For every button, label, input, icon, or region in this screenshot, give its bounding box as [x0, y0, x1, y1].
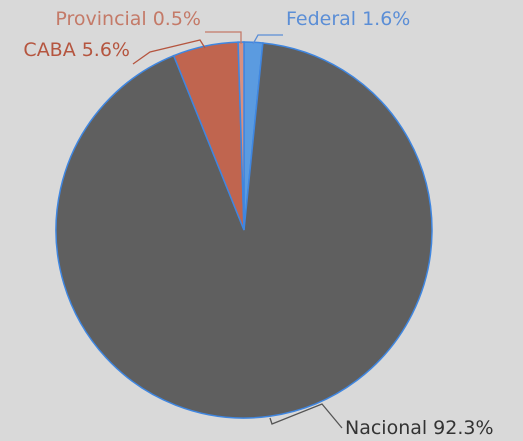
value-label: 5.6%: [82, 39, 130, 61]
slice-label: Nacional 92.3%: [345, 417, 494, 439]
slice-label: CABA 5.6%: [23, 39, 130, 61]
category-name: Provincial: [55, 8, 146, 30]
category-name: Federal: [286, 8, 356, 30]
slice-label: Provincial 0.5%: [55, 8, 201, 30]
value-label: 92.3%: [433, 417, 493, 439]
pie-slice: [55, 42, 433, 419]
leader-lines: [132, 31, 343, 429]
leader-line: [252, 34, 283, 45]
value-label: 1.6%: [362, 8, 410, 30]
category-name: Nacional: [345, 417, 427, 439]
leader-line: [269, 403, 343, 429]
slice-label: Federal 1.6%: [286, 8, 410, 30]
category-name: CABA: [23, 39, 75, 61]
slices: [55, 41, 433, 419]
value-label: 0.5%: [153, 8, 201, 30]
leader-line: [132, 39, 206, 65]
leader-line: [205, 31, 242, 44]
